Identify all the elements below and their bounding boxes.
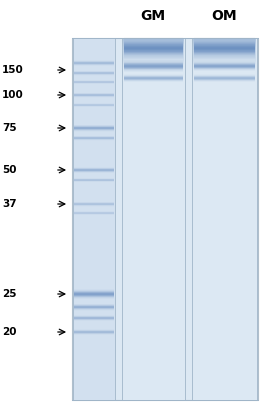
Bar	[193, 50, 256, 51]
Bar	[124, 43, 183, 44]
Text: GM: GM	[140, 9, 166, 23]
Bar	[124, 39, 183, 40]
Bar	[123, 49, 184, 50]
Bar	[193, 59, 256, 60]
Bar	[123, 41, 184, 42]
Bar	[192, 38, 257, 400]
Bar	[123, 50, 184, 51]
Bar	[123, 38, 184, 40]
Bar	[193, 47, 256, 49]
Bar	[194, 43, 255, 44]
Bar	[194, 46, 255, 47]
Bar	[194, 44, 255, 45]
Bar	[123, 67, 184, 68]
Bar	[194, 51, 255, 52]
Bar	[193, 55, 256, 56]
Text: 150: 150	[2, 65, 24, 75]
Bar	[123, 56, 184, 58]
Bar	[194, 41, 255, 42]
Bar	[193, 49, 256, 50]
Bar	[194, 47, 255, 48]
Bar	[123, 51, 184, 53]
Bar	[124, 53, 183, 54]
Bar	[194, 52, 255, 53]
Bar	[194, 55, 255, 56]
Bar	[123, 60, 184, 62]
Bar	[193, 41, 256, 42]
Bar	[193, 40, 256, 41]
Bar	[193, 53, 256, 55]
Bar	[123, 65, 184, 67]
Bar	[124, 56, 183, 57]
Bar	[72, 38, 258, 400]
Bar	[124, 49, 183, 50]
Bar	[193, 67, 256, 68]
Bar	[123, 53, 184, 55]
Bar	[194, 58, 255, 59]
Bar	[193, 56, 256, 58]
Text: 37: 37	[2, 199, 17, 209]
Bar	[124, 51, 183, 52]
Text: 50: 50	[2, 165, 16, 175]
Bar	[123, 58, 184, 59]
Bar	[194, 38, 255, 39]
Bar	[194, 54, 255, 55]
Text: 20: 20	[2, 327, 16, 337]
Bar	[193, 44, 256, 46]
Bar	[193, 51, 256, 53]
Bar	[193, 64, 256, 65]
Bar	[124, 47, 183, 48]
Bar	[124, 52, 183, 53]
Bar	[193, 65, 256, 67]
Bar	[124, 41, 183, 42]
Bar	[124, 44, 183, 45]
Bar	[123, 42, 184, 44]
Bar	[124, 45, 183, 46]
Bar	[123, 55, 184, 56]
Bar	[194, 56, 255, 57]
Bar	[193, 58, 256, 59]
Bar	[123, 64, 184, 65]
Bar	[123, 59, 184, 60]
Bar	[124, 50, 183, 51]
Bar	[124, 37, 183, 38]
Bar	[124, 42, 183, 43]
Bar	[124, 48, 183, 49]
Bar	[123, 46, 184, 47]
Bar	[124, 57, 183, 58]
Bar	[193, 38, 256, 40]
Text: 25: 25	[2, 289, 16, 299]
Bar	[194, 48, 255, 49]
Bar	[194, 42, 255, 43]
Bar	[194, 37, 255, 38]
Bar	[124, 46, 183, 47]
Bar	[73, 38, 115, 400]
Bar	[194, 57, 255, 58]
Bar	[123, 40, 184, 41]
Bar	[123, 47, 184, 49]
Text: 75: 75	[2, 123, 17, 133]
Text: OM: OM	[211, 9, 237, 23]
Bar	[123, 62, 184, 64]
Bar	[193, 60, 256, 62]
Bar	[124, 38, 183, 39]
Text: 100: 100	[2, 90, 24, 100]
Bar	[193, 42, 256, 44]
Bar	[124, 40, 183, 41]
Bar	[193, 62, 256, 64]
Bar	[194, 40, 255, 41]
Bar	[194, 39, 255, 40]
Bar	[124, 55, 183, 56]
Bar	[194, 53, 255, 54]
Bar	[123, 44, 184, 46]
Bar	[194, 50, 255, 51]
Bar	[124, 54, 183, 55]
Bar	[194, 45, 255, 46]
Bar	[122, 38, 185, 400]
Bar	[124, 58, 183, 59]
Bar	[193, 46, 256, 47]
Bar	[194, 49, 255, 50]
